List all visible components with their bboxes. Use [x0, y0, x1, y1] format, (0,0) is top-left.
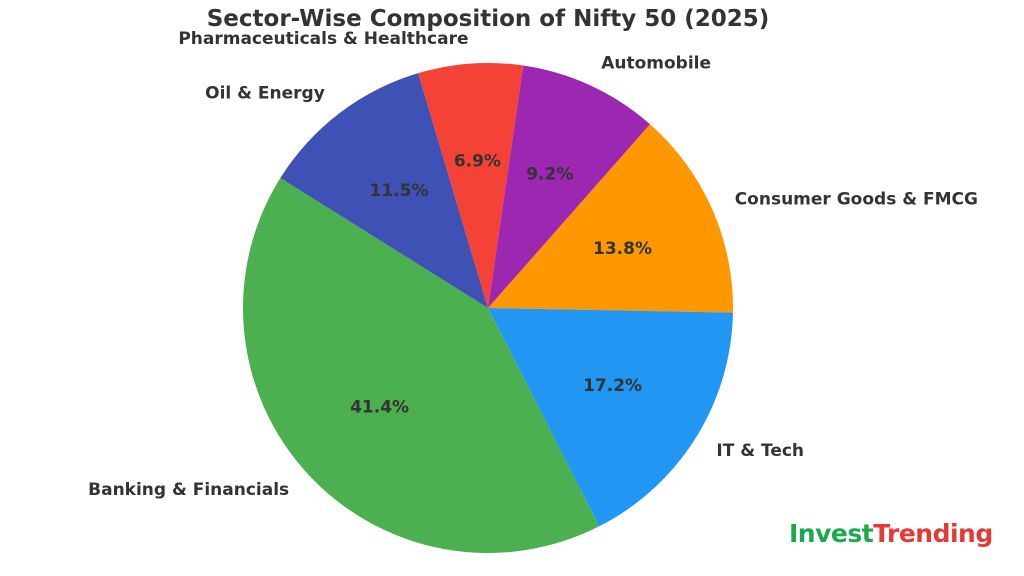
slice-label-automobile: Automobile	[601, 53, 711, 73]
pct-label-automobile: 9.2%	[526, 165, 573, 185]
pie-labels: 13.8% Consumer Goods & FMCG 17.2% IT & Tech…	[88, 29, 978, 500]
brand-logo: InvestTrending	[789, 519, 993, 548]
brand-logo-part1: Invest	[789, 519, 874, 548]
pie-slice-it-and-tech	[488, 308, 733, 527]
pct-label-consumer-goods-and-fmcg: 13.8%	[593, 239, 652, 259]
pie-slice-banking-and-financials	[242, 178, 600, 554]
pct-label-banking-and-financials: 41.4%	[350, 397, 409, 417]
slice-label-pharmaceuticals-and-healthcare: Pharmaceuticals & Healthcare	[178, 29, 468, 49]
pie-slice-automobile	[488, 65, 651, 308]
pct-label-pharmaceuticals-and-healthcare: 6.9%	[454, 151, 501, 171]
brand-logo-part2: Trending	[873, 519, 993, 548]
slice-label-consumer-goods-and-fmcg: Consumer Goods & FMCG	[735, 189, 978, 209]
pie-slices	[242, 62, 734, 554]
pie-slice-pharmaceuticals-and-healthcare	[418, 62, 524, 309]
pct-label-it-and-tech: 17.2%	[583, 376, 642, 396]
pct-label-oil-and-energy: 11.5%	[370, 181, 429, 201]
pie-slice-consumer-goods-and-fmcg	[488, 124, 734, 313]
chart-title: Sector-Wise Composition of Nifty 50 (202…	[206, 6, 770, 32]
slice-label-oil-and-energy: Oil & Energy	[205, 84, 325, 104]
pie-slice-oil-and-energy	[280, 73, 488, 308]
slice-label-it-and-tech: IT & Tech	[716, 441, 804, 461]
slice-label-banking-and-financials: Banking & Financials	[88, 480, 289, 500]
